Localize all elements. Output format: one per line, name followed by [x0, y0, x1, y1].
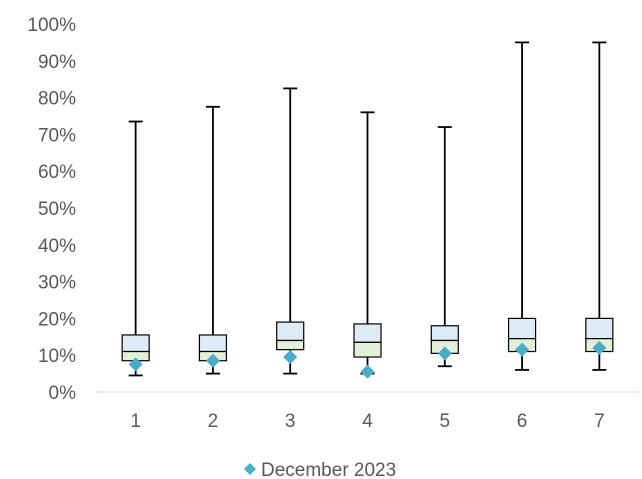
box-item [585, 41, 614, 371]
y-tick-label: 80% [38, 89, 76, 110]
y-tick-label: 0% [49, 383, 77, 404]
x-tick-label: 7 [594, 411, 605, 432]
y-tick-label: 70% [38, 125, 76, 146]
y-tick-label: 30% [38, 273, 76, 294]
x-tick-label: 3 [285, 411, 296, 432]
x-tick-label: 1 [130, 411, 141, 432]
x-tick-label: 5 [439, 411, 450, 432]
upper-box [507, 317, 537, 340]
legend-label: December 2023 [261, 460, 396, 479]
data-point-marker [437, 346, 452, 361]
box-item [276, 87, 305, 375]
lower-box [353, 341, 382, 358]
x-axis-tick-labels: 1 2 3 4 5 6 7 [130, 411, 604, 432]
upper-box [121, 334, 150, 353]
box-group [121, 41, 614, 377]
plot-area [97, 41, 638, 393]
lower-box [276, 339, 305, 351]
data-point-marker [592, 340, 607, 355]
y-tick-label: 10% [38, 346, 76, 367]
data-point-marker [515, 342, 530, 357]
upper-box [276, 321, 305, 342]
upper-box [353, 323, 382, 343]
y-tick-label: 60% [38, 162, 76, 183]
box-item [430, 126, 459, 368]
y-axis-tick-labels: 0% 10% 20% 30% 40% 50% 60% 70% 80% 90% 100% [27, 15, 76, 404]
x-tick-label: 6 [517, 411, 528, 432]
box-item [353, 111, 382, 375]
x-tick-label: 2 [208, 411, 219, 432]
upper-box [198, 334, 228, 353]
marker-group [128, 340, 607, 379]
box-item [121, 120, 150, 377]
data-point-marker [283, 350, 298, 365]
legend: December 2023 [244, 460, 396, 479]
y-tick-label: 90% [38, 52, 76, 73]
box-item [507, 41, 537, 371]
box-item [198, 105, 228, 375]
data-point-marker [205, 353, 220, 368]
upper-box [430, 325, 459, 342]
x-tick-label: 4 [362, 411, 373, 432]
legend-diamond-marker [244, 463, 256, 475]
y-tick-label: 40% [38, 236, 76, 257]
upper-box [585, 317, 614, 340]
data-point-marker [360, 364, 375, 379]
y-tick-label: 20% [38, 309, 76, 330]
y-tick-label: 50% [38, 199, 76, 220]
y-tick-label: 100% [27, 15, 76, 36]
data-point-marker [128, 357, 143, 372]
